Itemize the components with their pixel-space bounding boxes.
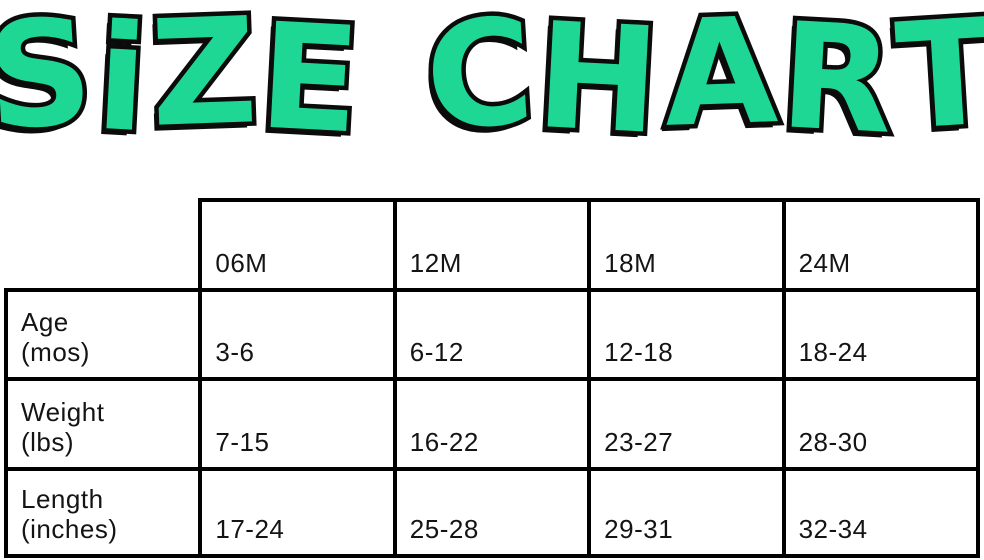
row-label-weight-unit: (lbs) [21, 427, 75, 457]
cell-length-18m: 29-31 [587, 467, 786, 558]
table-row-age: Age (mos) 3-6 6-12 12-18 18-24 [3, 288, 981, 381]
cell-age-06m: 3-6 [198, 288, 397, 381]
size-chart-table: 06M 12M 18M 24M Age (mos) 3-6 6-12 12-18… [3, 198, 981, 558]
column-header-06m: 06M [198, 198, 397, 292]
cell-weight-24m: 28-30 [781, 377, 981, 471]
row-label-length-unit: (inches) [21, 514, 118, 544]
row-label-weight: Weight (lbs) [3, 377, 203, 471]
cell-age-18m: 12-18 [587, 288, 786, 381]
table-row-weight: Weight (lbs) 7-15 16-22 23-27 28-30 [3, 377, 981, 471]
column-header-24m: 24M [781, 198, 981, 292]
row-label-age: Age (mos) [3, 288, 203, 381]
size-table: 06M 12M 18M 24M Age (mos) 3-6 6-12 12-18… [3, 198, 981, 558]
row-label-length: Length (inches) [3, 467, 203, 558]
column-header-18m: 18M [587, 198, 786, 292]
row-label-weight-name: Weight [21, 397, 105, 427]
cell-weight-18m: 23-27 [587, 377, 786, 471]
column-header-12m: 12M [392, 198, 592, 292]
cell-weight-06m: 7-15 [198, 377, 397, 471]
row-label-age-name: Age [21, 307, 69, 337]
cell-age-24m: 18-24 [781, 288, 981, 381]
cell-length-12m: 25-28 [392, 467, 592, 558]
cell-length-06m: 17-24 [198, 467, 397, 558]
table-row-length: Length (inches) 17-24 25-28 29-31 32-34 [3, 467, 981, 558]
cell-length-24m: 32-34 [781, 467, 981, 558]
row-label-length-name: Length [21, 484, 104, 514]
row-label-age-unit: (mos) [21, 337, 90, 367]
table-corner-cell [6, 200, 200, 290]
cell-age-12m: 6-12 [392, 288, 592, 381]
header-row: 06M 12M 18M 24M [6, 198, 981, 292]
cell-weight-12m: 16-22 [392, 377, 592, 471]
